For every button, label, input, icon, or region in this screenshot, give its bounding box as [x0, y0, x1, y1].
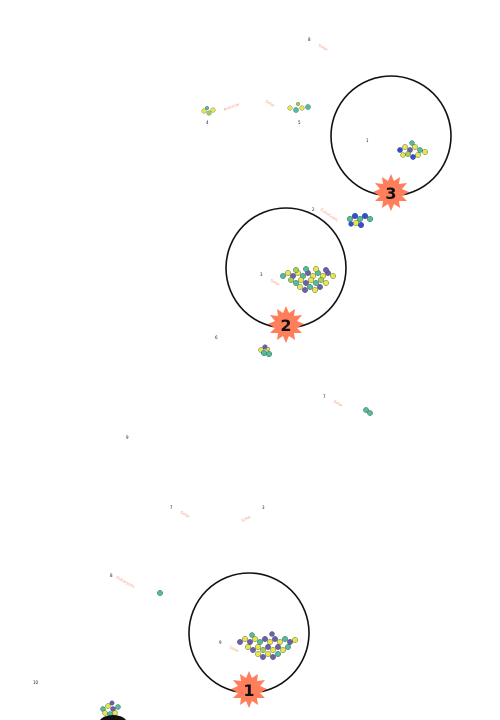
cluster-number: 2	[312, 207, 315, 212]
cluster-label: Solar	[270, 278, 282, 288]
cluster-label: Solar	[180, 510, 192, 520]
cluster-label: Solar	[333, 399, 345, 409]
cluster-number: 10	[33, 680, 39, 685]
svg-text:3: 3	[385, 184, 396, 203]
cluster-label: Solar	[265, 99, 277, 109]
molecule-cluster-small[interactable]	[100, 700, 121, 717]
cluster-number: 3	[260, 272, 263, 277]
cluster-label: Antiviral	[223, 102, 240, 112]
svg-text:1: 1	[243, 681, 254, 700]
partial-ring	[100, 714, 126, 720]
cluster-number: 4	[206, 120, 209, 125]
cluster-number: 1	[366, 138, 369, 143]
cluster-label: Solar	[240, 514, 252, 523]
cluster-label: Solar	[229, 644, 241, 653]
badge-3[interactable]: 3	[373, 174, 409, 211]
molecule-atom[interactable]	[157, 590, 163, 596]
cluster-number: 8	[110, 573, 113, 578]
cluster-number: 9	[126, 435, 129, 440]
svg-text:2: 2	[280, 316, 291, 335]
molecule-cluster-small[interactable]	[363, 407, 373, 416]
molecule-cluster-large[interactable]	[280, 266, 336, 293]
molecule-cluster[interactable]	[397, 140, 428, 160]
molecule-cluster-small[interactable]	[287, 101, 311, 113]
molecule-cluster-small[interactable]	[258, 344, 273, 358]
molecule-cluster-small[interactable]	[201, 105, 216, 116]
molecule-cluster[interactable]	[347, 212, 374, 228]
badge-1[interactable]: 1	[231, 671, 267, 708]
cluster-label: Solar	[318, 43, 330, 53]
cluster-number: 7	[323, 394, 326, 399]
cluster-number: 6	[215, 335, 218, 340]
cluster-number: 8	[308, 37, 311, 42]
molecule-cluster-large[interactable]	[237, 631, 298, 660]
cluster-label: Eukaryotic	[116, 575, 137, 590]
cluster-number: 7	[170, 505, 173, 510]
cluster-number: 9	[219, 640, 222, 645]
badge-2[interactable]: 2	[268, 306, 304, 343]
cluster-number: 5	[298, 120, 301, 125]
cluster-number: 3	[262, 505, 265, 510]
